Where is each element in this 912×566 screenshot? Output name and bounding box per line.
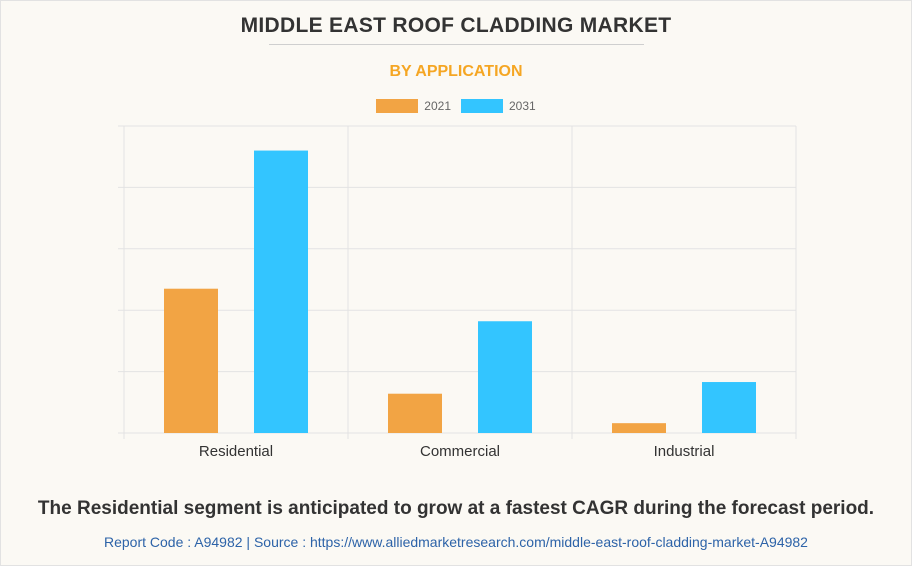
legend: 2021 2031 (0, 99, 912, 113)
legend-swatch-2021 (376, 99, 419, 113)
bar-commercial-2021[interactable] (388, 393, 442, 433)
bar-residential-2021[interactable] (164, 288, 218, 433)
legend-label-2021: 2021 (424, 99, 451, 113)
chart-title: MIDDLE EAST ROOF CLADDING MARKET (240, 14, 672, 37)
legend-item-2031[interactable]: 2031 (461, 99, 536, 113)
legend-item-2021[interactable]: 2021 (376, 99, 451, 113)
bar-residential-2031[interactable] (254, 150, 308, 433)
bar-industrial-2031[interactable] (702, 382, 756, 433)
x-tick-label: Industrial (654, 443, 715, 460)
x-tick-label: Residential (199, 443, 273, 460)
title-divider (269, 44, 644, 45)
source-line[interactable]: Report Code : A94982 | Source : https://… (104, 534, 808, 550)
bar-chart: Residential Commercial Industrial (118, 125, 797, 460)
bar-commercial-2031[interactable] (478, 321, 532, 433)
x-tick-label: Commercial (420, 443, 500, 460)
bar-industrial-2021[interactable] (612, 423, 666, 433)
legend-swatch-2031 (461, 99, 503, 113)
chart-caption: The Residential segment is anticipated t… (37, 498, 875, 519)
legend-label-2031: 2031 (509, 99, 536, 113)
chart-subtitle: BY APPLICATION (389, 63, 523, 80)
